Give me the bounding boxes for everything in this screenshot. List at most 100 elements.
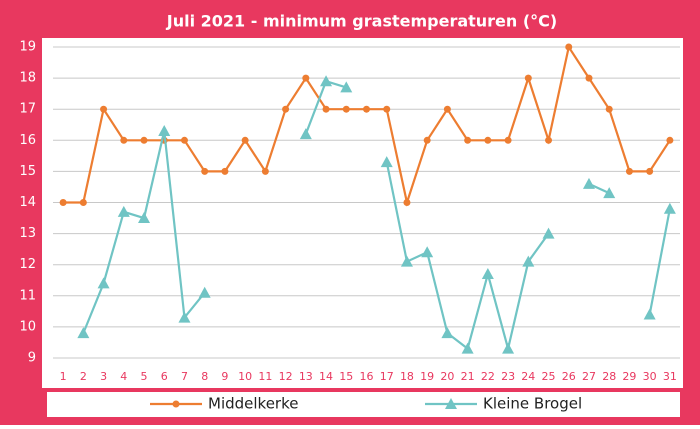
x-tick-label: 11 [258, 370, 272, 383]
x-tick-label: 3 [100, 370, 107, 383]
data-point [481, 268, 494, 280]
data-point [421, 246, 434, 258]
data-point [120, 136, 128, 144]
x-tick-label: 31 [663, 370, 677, 383]
y-tick-label: 13 [19, 226, 36, 241]
y-tick-label: 11 [19, 288, 36, 303]
data-point [663, 202, 676, 214]
data-point [443, 105, 451, 113]
x-tick-label: 1 [60, 370, 67, 383]
x-tick-label: 27 [582, 370, 596, 383]
data-point [400, 255, 413, 267]
data-point [565, 43, 573, 51]
data-point [502, 342, 515, 354]
x-tick-label: 12 [279, 370, 293, 383]
data-point [100, 105, 108, 113]
legend-marker [445, 398, 457, 409]
data-point [504, 136, 512, 144]
data-point [198, 286, 211, 298]
x-tick-label: 23 [501, 370, 515, 383]
x-tick-label: 4 [120, 370, 127, 383]
data-point [380, 156, 393, 168]
x-tick-label: 7 [181, 370, 188, 383]
x-tick-label: 21 [461, 370, 475, 383]
x-tick-label: 19 [420, 370, 434, 383]
y-tick-label: 15 [19, 164, 36, 179]
data-point [282, 105, 290, 113]
x-tick-label: 5 [141, 370, 148, 383]
x-tick-label: 24 [521, 370, 535, 383]
data-point [221, 167, 229, 175]
x-tick-label: 6 [161, 370, 168, 383]
y-tick-label: 17 [19, 102, 36, 117]
data-point [261, 167, 269, 175]
x-tick-label: 8 [201, 370, 208, 383]
x-tick-label: 14 [319, 370, 333, 383]
data-point [77, 327, 90, 339]
data-point [461, 342, 474, 354]
legend-marker [172, 400, 180, 408]
data-point [322, 105, 330, 113]
x-tick-label: 22 [481, 370, 495, 383]
data-point [340, 81, 353, 93]
y-tick-label: 14 [19, 195, 36, 210]
data-point [320, 75, 333, 87]
data-point [117, 205, 130, 217]
data-point [484, 136, 492, 144]
data-point [646, 167, 654, 175]
data-point [140, 136, 148, 144]
data-point [302, 74, 310, 82]
x-tick-label: 30 [643, 370, 657, 383]
plot-area [42, 38, 683, 388]
x-tick-label: 29 [622, 370, 636, 383]
x-tick-label: 13 [299, 370, 313, 383]
data-point [524, 74, 532, 82]
data-point [585, 74, 593, 82]
data-point [423, 136, 431, 144]
x-tick-label: 25 [542, 370, 556, 383]
data-point [59, 199, 67, 206]
data-point [545, 136, 553, 144]
data-point [603, 187, 616, 199]
data-point [625, 167, 633, 175]
data-point [342, 105, 350, 113]
data-point [383, 105, 391, 113]
data-point [363, 105, 370, 113]
data-point [643, 308, 656, 320]
data-point [605, 105, 613, 113]
x-tick-label: 2 [80, 370, 87, 383]
x-tick-label: 15 [339, 370, 353, 383]
data-point [403, 199, 411, 206]
data-point [79, 199, 87, 206]
x-tick-label: 20 [440, 370, 454, 383]
data-point [441, 327, 454, 339]
x-tick-label: 9 [221, 370, 228, 383]
data-point [582, 177, 595, 189]
data-point [522, 255, 535, 267]
x-tick-label: 26 [562, 370, 576, 383]
chart-title: Juli 2021 - minimum grastemperaturen (°C… [166, 12, 557, 31]
y-tick-label: 10 [19, 319, 36, 334]
x-tick-label: 17 [380, 370, 394, 383]
legend-label: Middelkerke [208, 395, 298, 413]
x-tick-label: 10 [238, 370, 252, 383]
legend-label: Kleine Brogel [483, 395, 582, 413]
y-tick-label: 18 [19, 71, 36, 86]
y-tick-label: 19 [19, 40, 36, 55]
y-tick-label: 9 [28, 351, 36, 366]
data-point [299, 128, 312, 140]
x-tick-label: 16 [360, 370, 374, 383]
y-tick-label: 16 [19, 133, 36, 148]
x-tick-label: 18 [400, 370, 414, 383]
data-point [464, 136, 472, 144]
data-point [201, 167, 209, 175]
x-tick-label: 28 [602, 370, 616, 383]
data-point [666, 136, 674, 144]
data-point [178, 311, 191, 323]
data-point [158, 124, 171, 136]
data-point [542, 227, 555, 239]
legend-box [47, 392, 680, 417]
data-point [180, 136, 188, 144]
data-point [241, 136, 249, 144]
